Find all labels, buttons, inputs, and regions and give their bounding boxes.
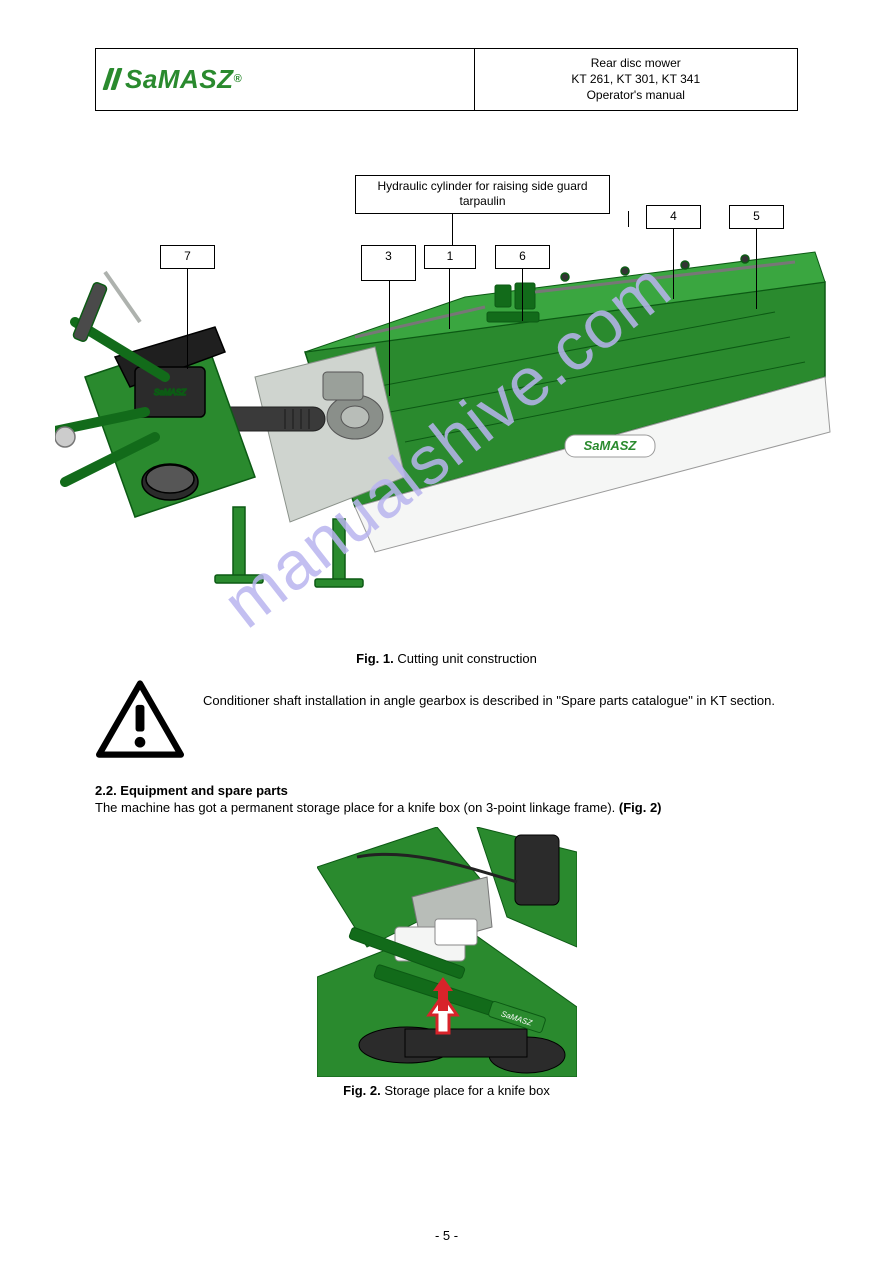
leader-line — [756, 229, 757, 309]
svg-text:SaMASZ: SaMASZ — [584, 438, 638, 453]
fig1-caption-text: Cutting unit construction — [397, 651, 536, 666]
section-text: The machine has got a permanent storage … — [95, 800, 619, 815]
section-fig-ref: (Fig. 2) — [619, 800, 662, 815]
header-product: Rear disc mower — [485, 55, 787, 71]
brand-reg: ® — [233, 73, 242, 85]
section-2-2: 2.2. Equipment and spare parts The machi… — [95, 782, 798, 817]
leader-line — [628, 211, 629, 227]
figure-2: SaMASZ — [317, 827, 577, 1077]
leader-line — [522, 269, 523, 321]
mower-illustration-icon: SaMASZ — [55, 177, 835, 607]
warning-row: Conditioner shaft installation in angle … — [95, 680, 798, 760]
svg-text:SaMASZ: SaMASZ — [154, 388, 187, 397]
callout-box: 5 — [729, 205, 784, 229]
knife-box-illustration-icon: SaMASZ — [317, 827, 577, 1077]
logo-mark-icon — [106, 68, 119, 90]
leader-line — [389, 281, 390, 396]
section-heading: 2.2. Equipment and spare parts — [95, 783, 288, 798]
header-doc: Operator's manual — [485, 87, 787, 103]
fig2-caption-bold: Fig. 2. — [343, 1083, 384, 1098]
figure-1-caption: Fig. 1. Cutting unit construction — [95, 651, 798, 666]
leader-line — [673, 229, 674, 299]
fig2-caption-text: Storage place for a knife box — [384, 1083, 550, 1098]
leader-line — [452, 211, 453, 245]
callout-box: 7 — [160, 245, 215, 269]
figure-2-caption: Fig. 2. Storage place for a knife box — [95, 1083, 798, 1098]
leader-line — [187, 269, 188, 369]
page-number: - 5 - — [0, 1228, 893, 1243]
header-right: Rear disc mower KT 261, KT 301, KT 341 O… — [475, 49, 797, 110]
fig1-caption-bold: Fig. 1. — [356, 651, 397, 666]
brand-name: SaMASZ — [125, 64, 233, 95]
callout-box: 3 — [361, 245, 416, 281]
figure-1: SaMASZ — [95, 117, 798, 647]
leader-line — [449, 269, 450, 329]
callout-box: 6 — [495, 245, 550, 269]
callout-box: Hydraulic cylinder for raising side guar… — [355, 175, 610, 214]
warning-icon — [95, 680, 185, 760]
callout-box: 1 — [424, 245, 476, 269]
brand-logo: SaMASZ ® — [106, 64, 242, 95]
header-models: KT 261, KT 301, KT 341 — [485, 71, 787, 87]
header-left: SaMASZ ® — [96, 49, 475, 110]
warning-text: Conditioner shaft installation in angle … — [203, 680, 775, 710]
header-row: SaMASZ ® Rear disc mower KT 261, KT 301,… — [95, 48, 798, 111]
callout-box: 4 — [646, 205, 701, 229]
